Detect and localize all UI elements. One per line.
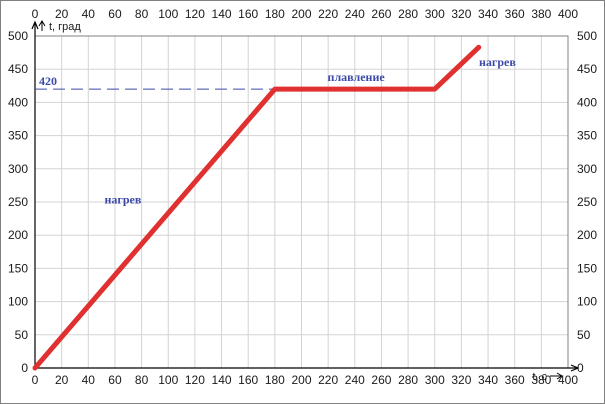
x-label-arrow-icon [556, 372, 563, 380]
x-tick-label-top: 20 [55, 7, 69, 21]
y-tick-label-right: 50 [577, 328, 591, 342]
x-tick-label-bottom: 260 [371, 373, 391, 387]
x-tick-label-bottom: 140 [212, 373, 232, 387]
y-tick-label-right: 500 [577, 29, 597, 43]
x-axis-arrow-icon [570, 364, 580, 372]
x-tick-label-top: 120 [185, 7, 205, 21]
x-tick-label-top: 280 [398, 7, 418, 21]
y-tick-label-left: 350 [8, 129, 28, 143]
x-tick-label-bottom: 400 [558, 373, 578, 387]
x-axis-label: t, с [532, 371, 547, 383]
x-tick-label-bottom: 300 [425, 373, 445, 387]
y-tick-label-left: 400 [8, 95, 28, 109]
y-tick-label-right: 450 [577, 62, 597, 76]
x-tick-label-top: 200 [291, 7, 311, 21]
y-tick-label-left: 200 [8, 228, 28, 242]
x-tick-label-bottom: 200 [291, 373, 311, 387]
y-tick-label-left: 250 [8, 195, 28, 209]
y-axis-arrow-icon [31, 20, 39, 30]
x-tick-label-top: 60 [108, 7, 122, 21]
x-tick-label-top: 100 [158, 7, 178, 21]
y-label-arrow-icon [38, 20, 46, 27]
annotation-label: плавление [328, 70, 386, 84]
reference-line-label: 420 [39, 74, 57, 88]
x-tick-label-top: 360 [505, 7, 525, 21]
x-tick-label-bottom: 380 [531, 373, 551, 387]
y-tick-label-left: 150 [8, 261, 28, 275]
y-tick-label-right: 300 [577, 162, 597, 176]
x-tick-label-top: 340 [478, 7, 498, 21]
x-tick-label-top: 240 [345, 7, 365, 21]
y-tick-label-left: 450 [8, 62, 28, 76]
x-tick-label-bottom: 280 [398, 373, 418, 387]
y-tick-label-right: 0 [577, 361, 584, 375]
x-tick-label-top: 400 [558, 7, 578, 21]
x-tick-label-bottom: 160 [238, 373, 258, 387]
y-tick-label-right: 250 [577, 195, 597, 209]
x-tick-label-top: 0 [32, 7, 39, 21]
x-tick-label-bottom: 0 [32, 373, 39, 387]
y-tick-label-left: 50 [15, 328, 29, 342]
x-tick-label-top: 180 [265, 7, 285, 21]
x-tick-label-top: 140 [212, 7, 232, 21]
y-tick-label-right: 200 [577, 228, 597, 242]
annotation-label: нагрев [105, 192, 142, 206]
y-tick-label-left: 300 [8, 162, 28, 176]
x-tick-label-top: 300 [425, 7, 445, 21]
y-tick-label-right: 350 [577, 129, 597, 143]
annotation-label: нагрев [479, 55, 516, 69]
y-tick-label-right: 150 [577, 261, 597, 275]
x-tick-label-top: 320 [451, 7, 471, 21]
x-tick-label-bottom: 40 [82, 373, 96, 387]
x-tick-label-bottom: 240 [345, 373, 365, 387]
x-tick-label-top: 260 [371, 7, 391, 21]
x-tick-label-bottom: 80 [135, 373, 149, 387]
x-tick-label-bottom: 120 [185, 373, 205, 387]
x-tick-label-bottom: 320 [451, 373, 471, 387]
y-tick-label-left: 0 [21, 361, 28, 375]
x-tick-label-bottom: 20 [55, 373, 69, 387]
x-tick-label-bottom: 60 [108, 373, 122, 387]
y-tick-label-left: 500 [8, 29, 28, 43]
x-tick-label-bottom: 220 [318, 373, 338, 387]
x-tick-label-bottom: 340 [478, 373, 498, 387]
y-tick-label-right: 100 [577, 295, 597, 309]
series-line-0 [32, 44, 482, 371]
x-tick-label-top: 40 [82, 7, 96, 21]
x-tick-label-top: 80 [135, 7, 149, 21]
y-tick-label-left: 100 [8, 295, 28, 309]
x-tick-label-bottom: 360 [505, 373, 525, 387]
x-tick-label-top: 380 [531, 7, 551, 21]
y-axis-label: t, град [49, 21, 81, 33]
x-tick-label-bottom: 180 [265, 373, 285, 387]
x-tick-label-bottom: 100 [158, 373, 178, 387]
x-tick-label-top: 160 [238, 7, 258, 21]
x-tick-label-top: 220 [318, 7, 338, 21]
y-tick-label-right: 400 [577, 95, 597, 109]
